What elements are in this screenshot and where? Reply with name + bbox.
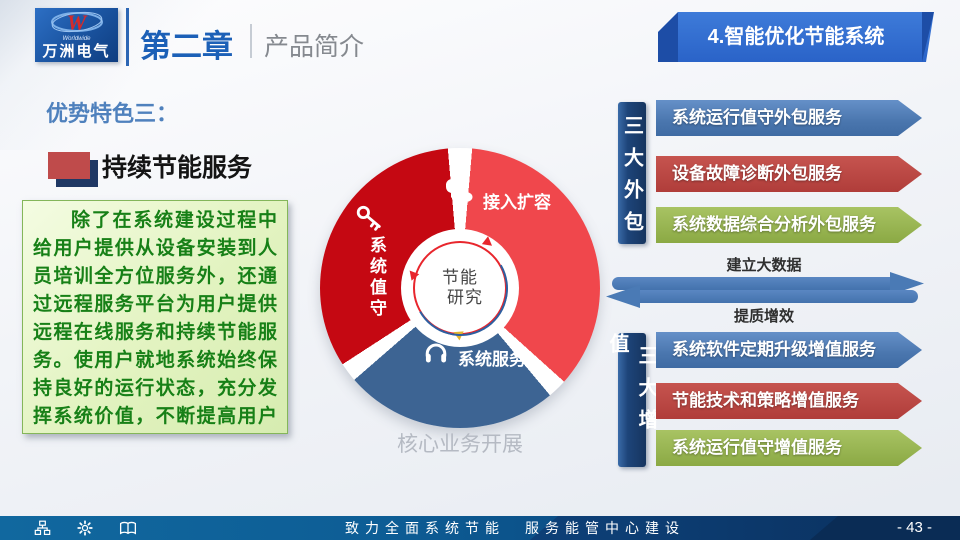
sitemap-icon bbox=[34, 520, 51, 535]
page-number: - 43 - bbox=[896, 519, 932, 536]
arrow-left-bar bbox=[640, 290, 918, 303]
center-line2: 研究 bbox=[447, 288, 483, 307]
banner-outsourcing-1: 系统运行值守外包服务 bbox=[656, 100, 922, 136]
banner-value-3: 系统运行值守增值服务 bbox=[656, 430, 922, 466]
section-badge: 4.智能优化节能系统 bbox=[658, 12, 934, 62]
feature-title: 持续节能服务 bbox=[102, 154, 253, 182]
banner-outsourcing-2: 设备故障诊断外包服务 bbox=[656, 156, 922, 192]
cycle-arrow-ring-icon bbox=[405, 236, 507, 341]
logo-company-name: 万洲电气 bbox=[42, 43, 111, 60]
banner-outsourcing-3: 系统数据综合分析外包服务 bbox=[656, 207, 922, 243]
logo-w-mark: W bbox=[49, 10, 105, 36]
footer-right-panel bbox=[810, 516, 960, 540]
diagram-center-text: 节能 研究 bbox=[413, 241, 507, 335]
banner-value-2: 节能技术和策略增值服务 bbox=[656, 383, 922, 419]
flow-label-bigdata: 建立大数据 bbox=[726, 257, 802, 274]
group-title-outsourcing: 三大外包 bbox=[618, 102, 646, 244]
feature-description: 除了在系统建设过程中给用户提供从设备安装到人员培训全方位服务外，还通过远程服务平… bbox=[22, 200, 288, 434]
chat-icon bbox=[445, 178, 473, 206]
diagram-caption: 核心业务开展 bbox=[397, 433, 523, 456]
bullet-square bbox=[48, 152, 90, 179]
segment-label-duty: 系统值守 bbox=[367, 236, 386, 320]
company-logo: W Worldwide 万洲电气 bbox=[35, 8, 118, 62]
open-book-icon bbox=[119, 521, 137, 535]
segment-label-expansion: 接入扩容 bbox=[483, 193, 551, 212]
headphones-icon bbox=[425, 343, 447, 363]
gear-icon bbox=[77, 520, 93, 536]
footer-slogan: 致力全面系统节能 服务能管中心建设 bbox=[345, 520, 685, 536]
segment-label-service: 系统服务 bbox=[458, 350, 526, 369]
center-line1: 节能 bbox=[442, 268, 478, 287]
footer-left-panel bbox=[0, 516, 558, 540]
header-divider bbox=[126, 8, 129, 66]
section-badge-label: 4.智能优化节能系统 bbox=[707, 26, 885, 48]
chapter-label: 第二章 bbox=[140, 29, 233, 64]
core-business-diagram: 节能 研究 接入扩容 系统值守 系统服务 bbox=[320, 148, 600, 428]
footer-icons bbox=[34, 520, 137, 536]
logo-subtext: Worldwide bbox=[62, 36, 91, 42]
title-separator bbox=[250, 24, 252, 58]
group-title-value-added: 三大增值 bbox=[606, 333, 657, 467]
key-icon bbox=[356, 205, 381, 231]
flow-label-quality: 提质增效 bbox=[733, 308, 794, 325]
footer-bar: 致力全面系统节能 服务能管中心建设 - 43 - bbox=[0, 516, 960, 540]
globe-rings-icon bbox=[50, 11, 103, 33]
arrow-right-bar bbox=[612, 277, 892, 290]
page-title: 产品简介 bbox=[264, 33, 365, 61]
banner-value-1: 系统软件定期升级增值服务 bbox=[656, 332, 922, 368]
logo-w-letter: W bbox=[66, 10, 87, 35]
feature-label: 优势特色三： bbox=[46, 101, 179, 126]
